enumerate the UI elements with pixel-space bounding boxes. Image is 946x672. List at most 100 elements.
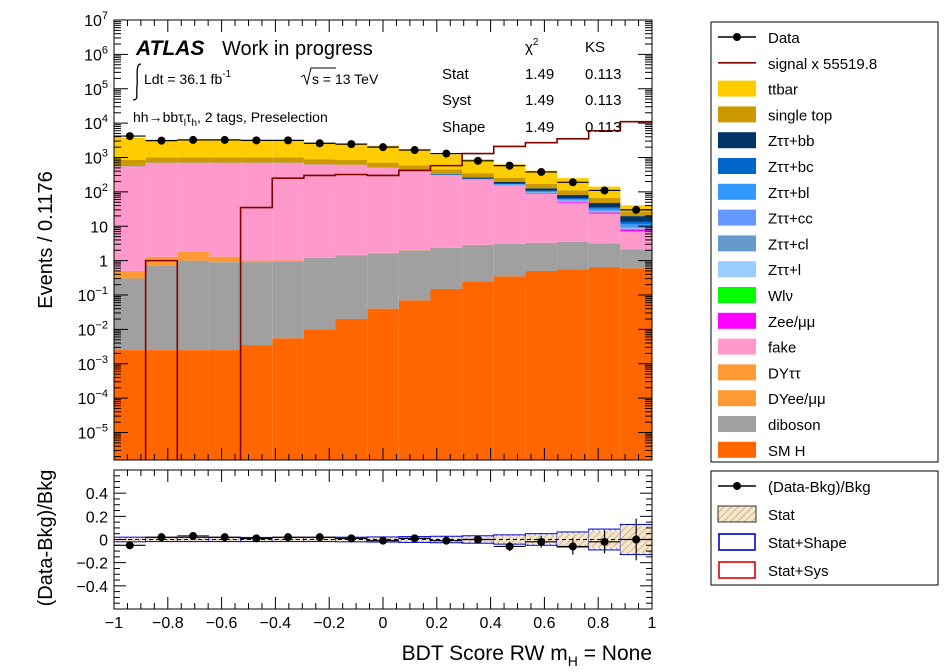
ratio-point xyxy=(189,532,198,541)
ratio-y-axis-ticks: −0.4 −0.2 0 0.2 0.4 xyxy=(76,469,652,610)
data-point xyxy=(379,143,387,152)
legend-swatch xyxy=(718,158,756,174)
bar-single top xyxy=(462,173,494,178)
legend-marker xyxy=(733,482,741,490)
bar-Zττ+cl xyxy=(557,200,589,202)
ratio-legend: (Data-Bkg)/Bkg Stat Stat+Shape Stat+Sys xyxy=(710,470,939,586)
legend-label: Zττ+bl xyxy=(768,185,809,202)
bar-Zττ+cc xyxy=(620,226,652,228)
bar-SM H xyxy=(240,345,273,460)
bar-ttbar xyxy=(208,140,241,158)
bar-fake xyxy=(430,175,463,248)
legend-label: Zττ+bb xyxy=(768,133,814,150)
legend-label: diboson xyxy=(768,417,821,434)
y-tick-label: 0 xyxy=(99,533,108,550)
data-point xyxy=(157,136,166,145)
legend-marker xyxy=(733,33,741,41)
bar-ttbar xyxy=(177,140,209,158)
stats-row-label: Syst xyxy=(442,92,472,109)
stats-row-chi2: 1.49 xyxy=(525,92,554,109)
bar-fake xyxy=(525,193,558,243)
bar-diboson xyxy=(620,249,652,269)
legend-label: Data xyxy=(768,30,800,47)
x-tick-label: 0.4 xyxy=(479,615,501,632)
bar-single top xyxy=(620,211,652,217)
bar-DYee/μμ xyxy=(114,270,146,279)
bar-diboson xyxy=(367,253,399,309)
bar-DYee/μμ xyxy=(240,260,273,263)
bar-single top xyxy=(398,165,431,170)
x-axis-label: BDT Score RW mH = None xyxy=(402,642,652,669)
data-point xyxy=(600,186,609,195)
bar-Zττ+cc xyxy=(557,200,589,201)
data-point xyxy=(347,140,356,149)
atlas-suffix: Work in progress xyxy=(222,38,373,60)
legend-label: (Data-Bkg)/Bkg xyxy=(768,479,871,496)
bar-ttbar xyxy=(114,137,146,160)
data-point xyxy=(125,132,134,141)
bar-Zττ+bc xyxy=(588,207,621,209)
data-point xyxy=(505,161,514,170)
bar-single top xyxy=(557,190,589,196)
bar-Zττ+bl xyxy=(620,223,652,227)
bar-SM H xyxy=(557,269,589,460)
atlas-label: ATLAS xyxy=(135,37,204,60)
bar-fake xyxy=(493,185,526,244)
x-tick-label: −0.2 xyxy=(313,615,345,632)
bar-DYee/μμ xyxy=(272,260,304,262)
y-tick-label: 10−3 xyxy=(78,354,108,374)
bar-Zττ+bl xyxy=(525,191,558,193)
data-point xyxy=(537,167,546,176)
legend-label: Zττ+bc xyxy=(768,159,814,176)
ratio-point xyxy=(379,536,387,545)
energy-text: s = 13 TeV xyxy=(312,71,379,87)
bar-Zττ+bb xyxy=(525,188,558,191)
ratio-point xyxy=(315,533,324,542)
bar-Zττ+bb xyxy=(493,182,526,184)
y-tick-label: 106 xyxy=(84,44,108,64)
stats-row-chi2: 1.49 xyxy=(525,119,554,136)
legend-label: Zττ+cl xyxy=(768,236,809,253)
bar-SM H xyxy=(588,267,621,460)
ratio-x-axis-ticks: −1 −0.8 −0.6 −0.4 −0.2 0 0.2 0.4 0.6 0.8 1 xyxy=(105,470,657,632)
bar-diboson xyxy=(398,250,431,301)
legend-swatch xyxy=(718,338,756,355)
bar-Zττ+l xyxy=(588,211,621,213)
legend-label: Zee/μμ xyxy=(768,314,815,331)
x-tick-label: −0.6 xyxy=(206,615,238,632)
bar-ttbar xyxy=(525,170,558,184)
bar-SM H xyxy=(208,350,241,460)
bar-single top xyxy=(303,159,336,165)
bar-SM H xyxy=(177,350,209,460)
bar-diboson xyxy=(525,242,558,271)
bar-fake xyxy=(620,231,652,250)
ratio-point xyxy=(632,535,641,544)
stats-row-label: Shape xyxy=(442,119,485,136)
legend-swatch xyxy=(718,287,756,303)
legend-label: Stat+Sys xyxy=(768,563,828,580)
bar-single top xyxy=(493,177,526,183)
legend-label: Stat+Shape xyxy=(768,535,847,552)
legend-swatch xyxy=(718,364,756,381)
x-tick-label: 0.6 xyxy=(533,615,555,632)
stats-header-ks: KS xyxy=(585,39,605,56)
y-tick-label: 103 xyxy=(84,148,108,168)
ratio-point xyxy=(568,542,577,551)
stacked-histogram-bars xyxy=(114,137,652,460)
bar-ttbar xyxy=(303,142,336,160)
bar-Zττ+bb xyxy=(430,173,463,175)
bar-Zττ+bc xyxy=(493,183,526,184)
bar-fake xyxy=(177,162,209,252)
bar-Zττ+bb xyxy=(620,216,652,222)
main-x-ticks xyxy=(113,20,653,460)
bar-diboson xyxy=(177,260,209,351)
data-point xyxy=(568,178,577,187)
bar-Zee/μμ xyxy=(557,201,589,203)
bar-SM H xyxy=(303,329,336,460)
bar-DYee/μμ xyxy=(303,257,336,258)
data-point xyxy=(410,146,419,155)
y-tick-label: 10−5 xyxy=(78,423,108,443)
ratio-point xyxy=(347,534,356,543)
legend-swatch xyxy=(718,80,756,97)
data-point xyxy=(473,156,482,165)
